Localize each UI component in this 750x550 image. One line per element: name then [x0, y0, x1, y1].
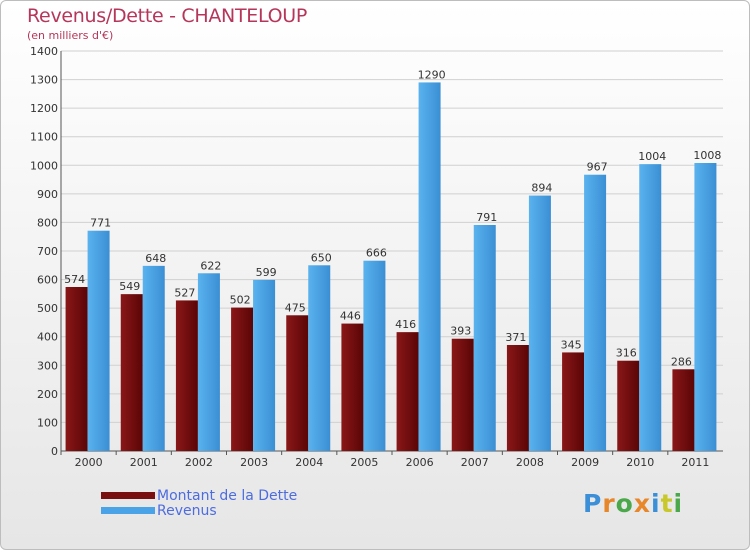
y-tick-label: 1400 — [30, 45, 58, 58]
data-label: 650 — [311, 251, 332, 264]
bar-revenus — [197, 273, 220, 451]
bar-revenus — [528, 195, 551, 451]
logo-letter: P — [583, 489, 603, 518]
data-label: 371 — [505, 331, 526, 344]
y-tick-label: 100 — [37, 416, 58, 429]
proxiti-logo: Proxiti — [583, 489, 683, 518]
legend-label-dette: Montant de la Dette — [157, 487, 298, 504]
data-label: 345 — [561, 338, 582, 351]
logo-letter: r — [602, 489, 616, 518]
bar-revenus — [639, 164, 662, 451]
bar-dette — [65, 287, 88, 451]
bar-dette — [506, 345, 529, 451]
data-label: 894 — [531, 182, 552, 195]
x-tick-label: 2004 — [295, 456, 323, 469]
data-label: 416 — [395, 318, 416, 331]
y-tick-label: 300 — [37, 359, 58, 372]
bar-revenus — [473, 225, 496, 451]
y-tick-label: 900 — [37, 188, 58, 201]
data-label: 502 — [230, 294, 251, 307]
bar-revenus — [694, 163, 717, 451]
legend-swatch-revenus — [101, 507, 155, 514]
bar-dette — [672, 369, 695, 451]
data-label: 574 — [64, 273, 85, 286]
bar-dette — [451, 338, 474, 451]
y-tick-label: 200 — [37, 388, 58, 401]
data-label: 316 — [616, 347, 637, 360]
x-tick-label: 2009 — [571, 456, 599, 469]
data-label: 1004 — [638, 150, 666, 163]
logo-letter: t — [660, 489, 674, 518]
legend-label-revenus: Revenus — [157, 502, 217, 519]
data-label: 446 — [340, 310, 361, 323]
x-tick-label: 2005 — [350, 456, 378, 469]
y-tick-label: 500 — [37, 302, 58, 315]
bar-revenus — [253, 279, 276, 451]
chart-title: Revenus/Dette - CHANTELOUP — [27, 5, 308, 27]
x-tick-label: 2002 — [185, 456, 213, 469]
data-label: 599 — [256, 266, 277, 279]
legend-swatch-dette — [101, 492, 155, 499]
bar-dette — [396, 332, 419, 451]
data-label: 1008 — [693, 149, 721, 162]
data-label: 393 — [450, 325, 471, 338]
data-label: 666 — [366, 247, 387, 260]
y-tick-label: 0 — [51, 445, 58, 458]
y-tick-label: 1300 — [30, 74, 58, 87]
bar-dette — [231, 307, 254, 451]
bar-dette — [175, 300, 198, 451]
bar-revenus — [308, 265, 331, 451]
bar-revenus — [363, 260, 386, 451]
y-tick-label: 400 — [37, 331, 58, 344]
legend: Montant de la Dette Revenus — [101, 487, 298, 519]
bar-dette — [562, 352, 585, 451]
y-tick-label: 600 — [37, 274, 58, 287]
data-label: 527 — [174, 286, 195, 299]
data-label: 648 — [145, 252, 166, 265]
x-tick-label: 2003 — [240, 456, 268, 469]
data-label: 622 — [200, 259, 221, 272]
data-label: 549 — [119, 280, 140, 293]
y-tick-label: 800 — [37, 216, 58, 229]
data-label: 791 — [476, 211, 497, 224]
data-label: 1290 — [418, 68, 446, 81]
bar-dette — [286, 315, 309, 451]
x-tick-label: 2000 — [75, 456, 103, 469]
bar-revenus — [142, 265, 165, 451]
data-label: 771 — [90, 217, 111, 230]
x-tick-label: 2011 — [681, 456, 709, 469]
bar-revenus — [87, 230, 110, 451]
logo-letter: i — [651, 489, 661, 518]
bar-revenus — [418, 82, 441, 451]
x-tick-label: 2008 — [516, 456, 544, 469]
x-tick-label: 2006 — [406, 456, 434, 469]
x-tick-label: 2010 — [626, 456, 654, 469]
y-tick-label: 1200 — [30, 102, 58, 115]
data-label: 475 — [285, 301, 306, 314]
legend-item-dette: Montant de la Dette — [101, 487, 298, 504]
bar-dette — [617, 360, 640, 451]
data-label: 286 — [671, 355, 692, 368]
logo-letter: o — [615, 489, 634, 518]
y-tick-label: 1000 — [30, 159, 58, 172]
bar-revenus — [584, 174, 607, 451]
bar-dette — [120, 294, 143, 451]
y-tick-label: 700 — [37, 245, 58, 258]
bar-dette — [341, 323, 364, 451]
legend-item-revenus: Revenus — [101, 502, 297, 519]
chart-subtitle: (en milliers d'€) — [27, 29, 114, 42]
logo-letter: x — [633, 489, 651, 518]
y-tick-label: 1100 — [30, 131, 58, 144]
logo-letter: i — [673, 489, 684, 518]
x-tick-label: 2001 — [130, 456, 158, 469]
data-label: 967 — [587, 161, 608, 174]
x-tick-label: 2007 — [461, 456, 489, 469]
